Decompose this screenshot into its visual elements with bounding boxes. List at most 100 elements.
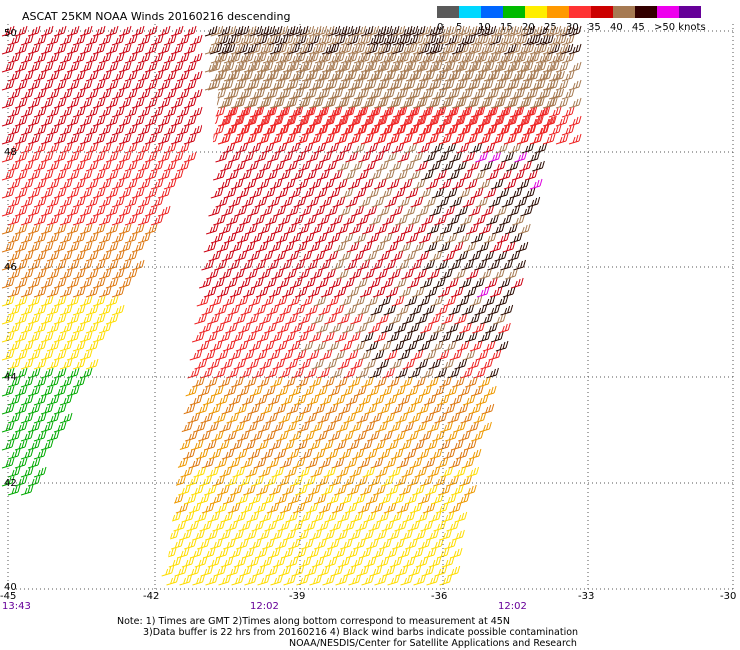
wind-barb: [232, 223, 245, 235]
wind-barb: [431, 52, 445, 64]
wind-barb: [20, 178, 34, 190]
wind-barb: [561, 124, 575, 136]
wind-barb: [293, 394, 307, 406]
wind-barb: [442, 205, 455, 217]
wind-barb: [455, 403, 469, 415]
wind-barb: [202, 547, 216, 559]
wind-barb: [163, 160, 177, 172]
wind-barb: [379, 385, 393, 397]
wind-barb: [379, 34, 393, 46]
wind-barb: [406, 430, 419, 442]
wind-barb: [174, 565, 188, 577]
wind-barb: [386, 331, 400, 343]
wind-barb: [427, 466, 441, 478]
speed-legend: 0 5 10 15 20 25 30 35 40 45 >50 knots: [437, 6, 706, 33]
wind-barb: [390, 205, 403, 217]
wind-barb: [118, 61, 132, 73]
wind-barb: [457, 232, 471, 244]
wind-barb: [59, 268, 73, 280]
wind-barb: [435, 70, 448, 82]
wind-barb: [245, 223, 258, 235]
pass-times: 13:43 12:02 12:02: [2, 601, 527, 612]
wind-barb: [66, 25, 80, 37]
wind-barb: [144, 61, 158, 73]
wind-barb: [296, 376, 309, 388]
wind-barb: [181, 556, 195, 568]
wind-barb: [301, 538, 314, 550]
wind-barb: [230, 178, 244, 190]
wind-barb: [487, 304, 501, 316]
wind-barb: [513, 259, 526, 271]
wind-barb: [301, 106, 315, 118]
wind-barb: [385, 241, 399, 253]
wind-barb: [144, 169, 158, 181]
wind-barb: [209, 340, 223, 352]
wind-barb: [360, 61, 374, 73]
wind-barb: [490, 61, 504, 73]
wind-barb: [59, 304, 73, 316]
wind-barb: [412, 178, 426, 190]
wind-barb: [470, 124, 484, 136]
wind-barb: [416, 448, 430, 460]
wind-barb: [111, 88, 125, 100]
wind-barb: [105, 133, 119, 145]
wind-barb: [535, 124, 549, 136]
wind-barb: [40, 277, 54, 289]
wind-barb: [111, 124, 125, 136]
wind-barb: [163, 70, 177, 82]
wind-barb: [229, 286, 243, 298]
wind-barb: [353, 538, 366, 550]
wind-barb: [202, 394, 216, 406]
wind-barb: [306, 151, 319, 163]
wind-barb: [33, 214, 47, 226]
wind-barb: [542, 115, 556, 127]
wind-barb: [332, 151, 345, 163]
wind-barb: [335, 529, 348, 541]
wind-barb: [209, 295, 223, 307]
wind-barb: [305, 70, 318, 82]
wind-barb: [369, 169, 382, 181]
wind-barb: [421, 565, 435, 577]
wind-barb: [268, 439, 282, 451]
wind-barb: [555, 115, 569, 127]
wind-barb: [227, 457, 241, 469]
wind-barb: [131, 61, 145, 73]
wind-barb: [340, 385, 354, 397]
wind-barb: [218, 376, 231, 388]
wind-barb: [307, 241, 321, 253]
wind-barb: [282, 25, 296, 37]
wind-barb: [371, 394, 385, 406]
wind-barb: [72, 358, 86, 370]
wind-barb: [227, 304, 241, 316]
wind-barb: [468, 448, 482, 460]
wind-barb: [379, 538, 392, 550]
wind-barb: [325, 403, 339, 415]
wind-barb: [27, 61, 41, 73]
wind-barb: [256, 97, 270, 109]
wind-barb: [329, 475, 342, 487]
wind-barb: [483, 187, 497, 199]
wind-barb: [53, 79, 67, 91]
wind-barb: [326, 295, 340, 307]
wind-barb: [373, 115, 387, 127]
wind-barb: [176, 88, 190, 100]
wind-barb: [254, 394, 268, 406]
wind-barb: [356, 169, 369, 181]
wind-barb: [85, 340, 99, 352]
wind-barb: [187, 367, 200, 379]
wind-barb: [483, 52, 497, 64]
wind-barb: [261, 493, 275, 505]
wind-barb: [308, 484, 321, 496]
pass-time-right: 12:02: [498, 601, 527, 612]
wind-barb: [219, 268, 232, 280]
wind-barb: [431, 187, 445, 199]
wind-barb: [392, 88, 406, 100]
wind-barb: [221, 61, 235, 73]
wind-barb: [403, 205, 416, 217]
wind-barb: [446, 322, 459, 334]
wind-barb: [239, 412, 253, 424]
wind-barb: [144, 187, 158, 199]
wind-barb: [301, 124, 315, 136]
wind-barb: [268, 286, 282, 298]
wind-barb: [111, 196, 125, 208]
